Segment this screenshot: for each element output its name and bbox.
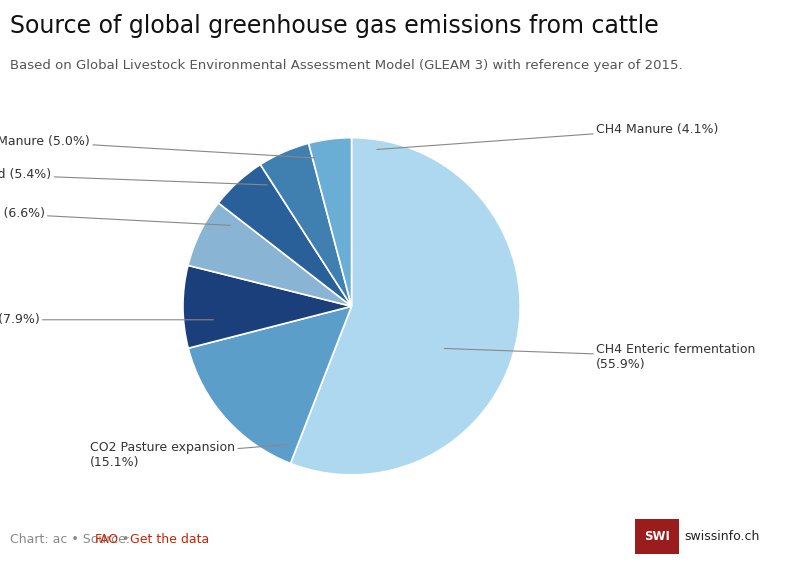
Wedge shape [183,265,352,348]
Text: FAO: FAO [94,533,118,546]
Text: Source of global greenhouse gas emissions from cattle: Source of global greenhouse gas emission… [10,14,658,38]
Text: CO2 Pasture expansion
(15.1%): CO2 Pasture expansion (15.1%) [90,441,288,469]
Wedge shape [188,203,352,306]
Text: CH4 Manure (4.1%): CH4 Manure (4.1%) [377,123,718,149]
Text: SWI: SWI [644,529,670,543]
Wedge shape [218,165,352,306]
Text: •: • [118,533,133,546]
Text: swissinfo.ch: swissinfo.ch [684,529,759,543]
Text: N2O Feed (7.9%): N2O Feed (7.9%) [0,313,213,327]
Text: N2O Manure (5.0%): N2O Manure (5.0%) [0,134,315,158]
Text: CH4 Enteric fermentation
(55.9%): CH4 Enteric fermentation (55.9%) [444,343,755,371]
Text: Get the data: Get the data [130,533,209,546]
Wedge shape [308,138,352,306]
Wedge shape [291,138,520,475]
Wedge shape [260,143,352,306]
Text: Other (6.6%): Other (6.6%) [0,207,230,225]
Text: Based on Global Livestock Environmental Assessment Model (GLEAM 3) with referenc: Based on Global Livestock Environmental … [10,59,682,72]
Text: CO2 Feed (5.4%): CO2 Feed (5.4%) [0,168,267,185]
Text: Chart: ac • Source:: Chart: ac • Source: [10,533,133,546]
Wedge shape [189,306,352,464]
